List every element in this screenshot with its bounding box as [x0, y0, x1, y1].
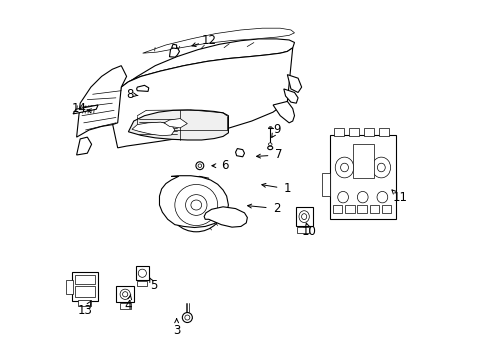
- Text: 5: 5: [149, 279, 157, 292]
- Polygon shape: [73, 105, 98, 114]
- Ellipse shape: [377, 163, 385, 172]
- Bar: [357, 205, 366, 213]
- Ellipse shape: [184, 315, 189, 320]
- Polygon shape: [283, 89, 298, 103]
- Polygon shape: [112, 48, 292, 148]
- Bar: [116, 287, 134, 302]
- Ellipse shape: [190, 200, 201, 210]
- Polygon shape: [164, 118, 187, 128]
- Bar: [352, 144, 373, 178]
- Bar: [72, 272, 98, 301]
- Text: 1: 1: [283, 183, 290, 195]
- Polygon shape: [142, 28, 294, 53]
- Polygon shape: [287, 75, 301, 93]
- Text: 9: 9: [272, 123, 280, 136]
- Polygon shape: [171, 44, 176, 49]
- Text: 6: 6: [221, 159, 228, 172]
- Bar: [135, 266, 149, 280]
- Bar: [78, 300, 91, 306]
- Polygon shape: [159, 176, 228, 228]
- Ellipse shape: [185, 195, 206, 215]
- Bar: [363, 128, 373, 136]
- Polygon shape: [77, 137, 91, 155]
- Bar: [332, 205, 342, 213]
- Text: 13: 13: [78, 304, 93, 317]
- Ellipse shape: [337, 192, 348, 203]
- Polygon shape: [272, 102, 294, 123]
- Bar: [137, 281, 146, 287]
- Ellipse shape: [198, 164, 201, 167]
- Ellipse shape: [376, 192, 387, 203]
- Bar: [329, 135, 395, 219]
- Ellipse shape: [138, 269, 146, 277]
- Bar: [120, 303, 130, 309]
- Text: 2: 2: [272, 202, 280, 215]
- Ellipse shape: [175, 184, 217, 226]
- Text: 8: 8: [126, 88, 134, 101]
- Polygon shape: [132, 122, 175, 136]
- Ellipse shape: [182, 312, 192, 323]
- Text: 12: 12: [201, 34, 216, 47]
- Polygon shape: [169, 47, 179, 57]
- Ellipse shape: [168, 178, 224, 232]
- Bar: [66, 280, 73, 294]
- Text: 14: 14: [72, 102, 87, 115]
- Polygon shape: [128, 110, 228, 140]
- Ellipse shape: [122, 292, 127, 297]
- Polygon shape: [203, 207, 247, 227]
- Ellipse shape: [301, 214, 306, 220]
- Text: 10: 10: [301, 225, 316, 238]
- Ellipse shape: [298, 211, 309, 222]
- Text: 7: 7: [274, 148, 282, 162]
- Ellipse shape: [357, 192, 367, 203]
- Bar: [295, 207, 312, 226]
- Polygon shape: [77, 66, 126, 137]
- Ellipse shape: [196, 162, 203, 170]
- Bar: [333, 128, 343, 136]
- Ellipse shape: [267, 146, 272, 150]
- Ellipse shape: [371, 157, 390, 178]
- Polygon shape: [136, 85, 148, 91]
- Bar: [381, 205, 390, 213]
- Ellipse shape: [335, 157, 353, 178]
- Bar: [348, 128, 358, 136]
- Ellipse shape: [120, 289, 130, 300]
- Text: 3: 3: [173, 324, 180, 337]
- Bar: [378, 128, 388, 136]
- Bar: [321, 173, 329, 196]
- Polygon shape: [121, 39, 294, 87]
- Ellipse shape: [340, 163, 348, 172]
- Bar: [345, 205, 354, 213]
- Text: 4: 4: [124, 298, 132, 311]
- Bar: [75, 287, 95, 297]
- Bar: [75, 275, 95, 284]
- Bar: [369, 205, 378, 213]
- Ellipse shape: [268, 143, 271, 146]
- Polygon shape: [235, 149, 244, 157]
- Bar: [297, 227, 309, 233]
- Text: 11: 11: [391, 192, 407, 204]
